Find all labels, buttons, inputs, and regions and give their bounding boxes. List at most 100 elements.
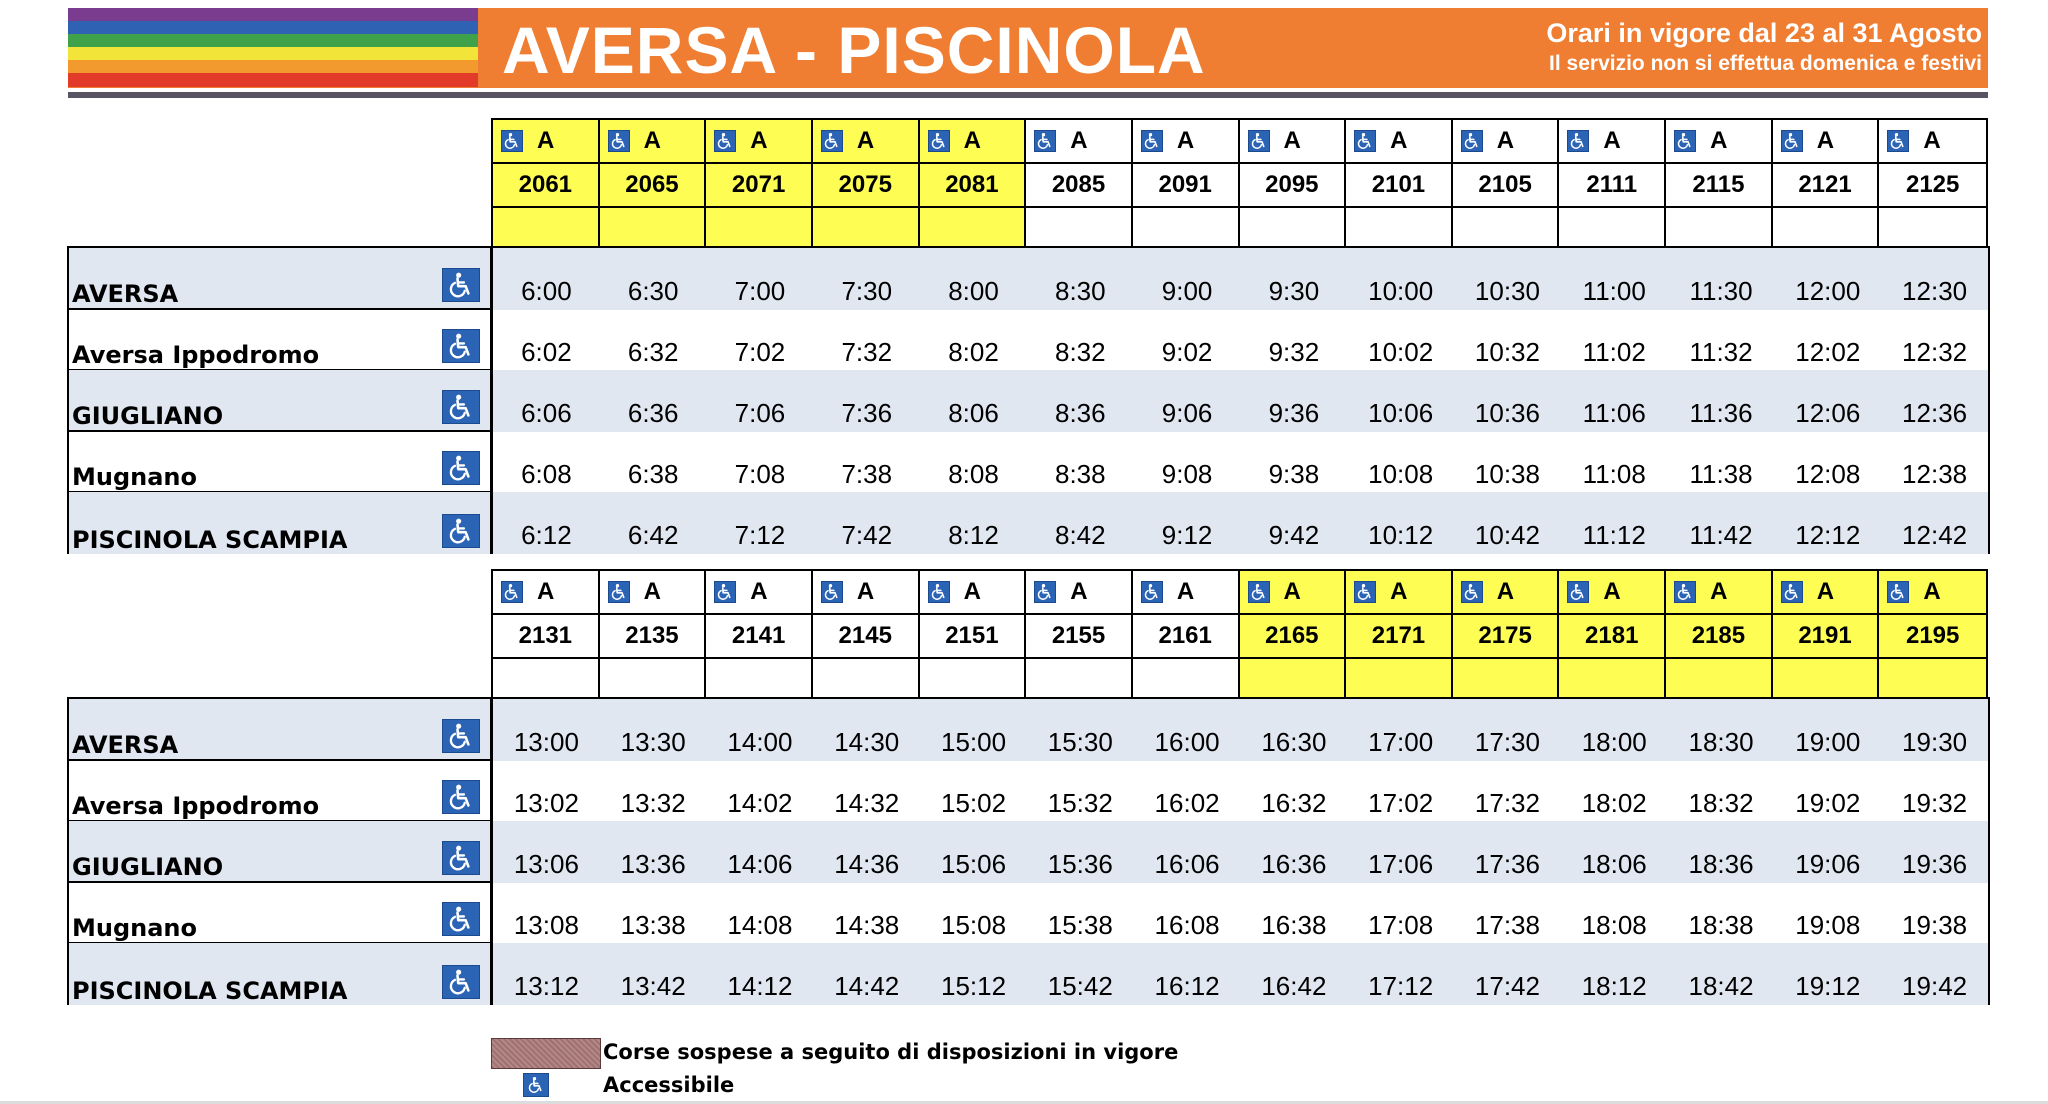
stop-name: PISCINOLA SCAMPIA bbox=[72, 526, 348, 554]
run-number: 2061 bbox=[493, 164, 600, 208]
departure-time: 10:06 bbox=[1368, 398, 1434, 428]
run-note-cell bbox=[1879, 659, 1986, 698]
wheelchair-icon bbox=[820, 130, 843, 152]
accessible-flag: A bbox=[1710, 578, 1728, 605]
run-number: 2071 bbox=[706, 164, 813, 208]
departure-time: 13:32 bbox=[620, 788, 686, 818]
departure-time: 10:32 bbox=[1474, 337, 1540, 367]
departure-time: 8:36 bbox=[1055, 398, 1106, 428]
departure-time: 19:00 bbox=[1795, 727, 1861, 757]
departure-time: 18:08 bbox=[1581, 910, 1647, 940]
wheelchair-icon bbox=[927, 130, 950, 152]
run-accessibility-cell: A bbox=[1132, 571, 1240, 615]
run-number: 2155 bbox=[1026, 615, 1133, 659]
departure-time: 13:36 bbox=[620, 849, 686, 879]
run-accessibility-cell: A bbox=[1346, 120, 1453, 164]
stop-label-cell: Aversa Ippodromo bbox=[69, 309, 493, 371]
departure-time: 12:08 bbox=[1795, 459, 1861, 489]
stop-times: 6:12 6:42 7:12 7:42 8:12 8:42 9:12 9:42 10:12 10:… bbox=[493, 492, 1988, 554]
departure-time: 13:02 bbox=[513, 788, 579, 818]
departure-time: 18:06 bbox=[1581, 849, 1647, 879]
stop-name: GIUGLIANO bbox=[72, 853, 224, 881]
rainbow-stripe bbox=[68, 8, 478, 22]
run-note-cell bbox=[812, 659, 920, 698]
run-accessibility-cell: A bbox=[599, 571, 707, 615]
departure-time: 19:08 bbox=[1795, 910, 1861, 940]
run-number: 2125 bbox=[1879, 164, 1986, 208]
accessible-flag: A bbox=[1283, 578, 1301, 605]
departure-time: 6:00 bbox=[521, 276, 572, 306]
accessible-flag: A bbox=[1496, 578, 1515, 605]
run-note-cell bbox=[1346, 659, 1453, 698]
run-number: 2085 bbox=[1026, 164, 1133, 208]
departure-time: 11:02 bbox=[1582, 337, 1646, 367]
run-accessibility-cell: A bbox=[1346, 571, 1453, 615]
accessible-flag: A bbox=[1390, 578, 1408, 605]
run-note-cell bbox=[706, 659, 813, 698]
accessible-flag: A bbox=[750, 578, 768, 605]
run-number: 2141 bbox=[706, 615, 813, 659]
stop-row: GIUGLIANO 6:06 6:36 7:06 7:36 8:06 8:36 9:06 9:3… bbox=[69, 370, 1988, 432]
departure-time: 8:38 bbox=[1055, 459, 1106, 489]
stop-row: AVERSA 13:00 13:30 14:00 14:30 15:00 15:30 16:0… bbox=[69, 699, 1988, 761]
service-note: Il servizio non si effettua domenica e f… bbox=[1549, 52, 1982, 75]
stop-row: Mugnano 6:08 6:38 7:08 7:38 8:08 8:38 9:08 9:38 1… bbox=[69, 431, 1988, 493]
departure-time: 17:38 bbox=[1474, 910, 1540, 940]
departure-time: 7:08 bbox=[734, 459, 786, 489]
departure-time: 6:36 bbox=[627, 398, 679, 428]
run-accessibility-cell: A bbox=[1452, 120, 1560, 164]
run-number: 2185 bbox=[1666, 615, 1773, 659]
departure-time: 13:06 bbox=[513, 849, 579, 879]
run-note-cell bbox=[493, 208, 600, 247]
stop-name: AVERSA bbox=[72, 731, 179, 759]
wheelchair-icon bbox=[927, 581, 950, 603]
departure-time: 12:12 bbox=[1795, 520, 1861, 550]
wheelchair-icon bbox=[607, 130, 630, 152]
legend-accessible-label: Accessibile bbox=[603, 1073, 735, 1097]
wheelchair-icon bbox=[1460, 581, 1483, 603]
accessible-flag: A bbox=[856, 127, 875, 154]
departure-time: 16:08 bbox=[1154, 910, 1220, 940]
run-note-cell bbox=[1559, 208, 1667, 247]
wheelchair-icon bbox=[1567, 130, 1590, 152]
accessible-flag: A bbox=[1923, 578, 1941, 605]
departure-time: 17:06 bbox=[1368, 849, 1434, 879]
rainbow-stripe bbox=[68, 34, 478, 48]
departure-time: 15:38 bbox=[1047, 910, 1113, 940]
departure-time: 19:36 bbox=[1902, 849, 1968, 879]
run-accessibility-cell: A bbox=[1239, 120, 1347, 164]
departure-time: 8:00 bbox=[948, 276, 999, 306]
departure-time: 17:42 bbox=[1474, 971, 1540, 1001]
run-accessibility-cell: A bbox=[1666, 571, 1773, 615]
wheelchair-icon bbox=[442, 329, 480, 363]
departure-time: 12:36 bbox=[1902, 398, 1968, 428]
wheelchair-icon bbox=[1034, 581, 1057, 603]
accessible-flag: A bbox=[1603, 127, 1621, 154]
rainbow-stripe bbox=[68, 47, 478, 61]
stop-label-cell: PISCINOLA SCAMPIA bbox=[69, 943, 493, 1005]
run-note-cell bbox=[919, 659, 1027, 698]
departure-time: 16:30 bbox=[1261, 727, 1327, 757]
run-accessibility-cell: A bbox=[1879, 120, 1986, 164]
departure-time: 8:02 bbox=[948, 337, 999, 367]
departure-time: 9:38 bbox=[1268, 459, 1320, 489]
stop-row: Mugnano 13:08 13:38 14:08 14:38 15:08 15:38 16:… bbox=[69, 882, 1988, 944]
wheelchair-icon bbox=[607, 581, 630, 603]
wheelchair-icon bbox=[442, 390, 480, 424]
departure-time: 18:30 bbox=[1688, 727, 1754, 757]
departure-time: 18:02 bbox=[1581, 788, 1647, 818]
departure-time: 19:30 bbox=[1902, 727, 1968, 757]
departure-time: 7:00 bbox=[734, 276, 786, 306]
run-number: 2115 bbox=[1666, 164, 1773, 208]
accessible-flag: A bbox=[1816, 578, 1835, 605]
run-number: 2101 bbox=[1346, 164, 1453, 208]
accessible-flag: A bbox=[1603, 578, 1621, 605]
stop-label-cell: GIUGLIANO bbox=[69, 821, 493, 883]
departure-time: 14:06 bbox=[727, 849, 793, 879]
run-number: 2105 bbox=[1452, 164, 1560, 208]
departure-time: 14:02 bbox=[727, 788, 793, 818]
departure-time: 13:42 bbox=[620, 971, 686, 1001]
accessible-flag: A bbox=[1923, 127, 1941, 154]
run-note-cell bbox=[1026, 208, 1133, 247]
stop-row: PISCINOLA SCAMPIA 13:12 13:42 14:12 14:42 15:… bbox=[69, 943, 1988, 1005]
